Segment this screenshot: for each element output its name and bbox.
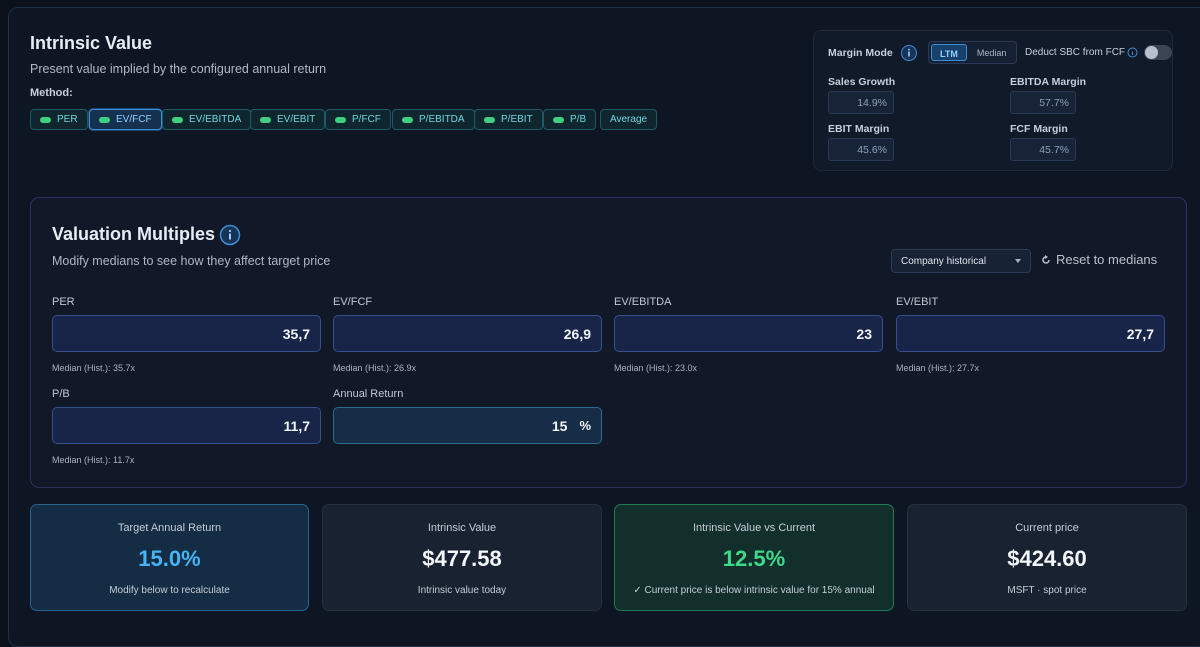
reset-icon [1042, 254, 1050, 264]
info-icon[interactable] [219, 224, 241, 246]
method-dot [484, 116, 495, 123]
method-button[interactable]: EV/EBIT [250, 109, 326, 130]
card-value: 15.0% [138, 546, 201, 571]
method-dot [99, 116, 110, 123]
field-input[interactable]: 27,7 [896, 315, 1165, 352]
card-note: Modify below to recalculate [109, 585, 230, 596]
multiples-title: Valuation Multiples [52, 224, 216, 244]
deduct-sbc-toggle[interactable] [1144, 45, 1172, 60]
metric-value[interactable]: 57.7% [1010, 91, 1076, 114]
metric-label: EBIT Margin [828, 123, 890, 135]
card-note: Intrinsic value today [417, 585, 507, 596]
method-dot [260, 116, 271, 123]
method-text: Average [610, 114, 648, 125]
field-label: EV/FCF [333, 296, 373, 308]
method-button[interactable]: P/EBIT [474, 109, 543, 130]
method-button[interactable]: EV/EBITDA [162, 109, 252, 130]
method-dot [335, 116, 346, 123]
method-text: P/EBIT [501, 114, 533, 125]
method-text: PER [57, 114, 78, 125]
reset-text: Reset to medians [1056, 252, 1158, 267]
info-icon[interactable] [1127, 47, 1138, 58]
field-median: Median (Hist.): 23.0x [614, 363, 698, 373]
mode-option[interactable]: LTM [931, 44, 967, 61]
method-dot [553, 116, 564, 123]
toggle-knob [1145, 46, 1158, 59]
method-dot [402, 116, 413, 123]
card-value: $477.58 [422, 546, 502, 571]
mode-toggle: LTM Median [928, 41, 1018, 64]
source-dropdown[interactable]: Company historical [891, 249, 1031, 273]
card-title: Target Annual Return [117, 522, 222, 534]
field-label: PER [52, 296, 75, 308]
method-dot [172, 116, 183, 123]
reset-button[interactable]: Reset to medians [1041, 252, 1157, 267]
margin-mode-label: Margin Mode [828, 47, 893, 59]
method-label: Method: [30, 87, 73, 99]
card-value: $424.60 [1007, 546, 1087, 571]
summary-card: Intrinsic Value $477.58 Intrinsic value to… [322, 504, 602, 611]
card-title: Intrinsic Value [427, 522, 497, 534]
method-text: P/FCF [352, 114, 381, 125]
method-text: P/EBITDA [419, 114, 465, 125]
method-text: EV/EBIT [277, 114, 316, 125]
method-button[interactable]: PER [30, 109, 88, 130]
field-unit: % [579, 418, 591, 433]
dropdown-caret [1015, 259, 1021, 263]
card-note: ✓ Current price is below intrinsic value… [633, 585, 875, 596]
method-text: EV/EBITDA [189, 114, 242, 125]
field-input[interactable]: 26,9 [333, 315, 602, 352]
method-button[interactable]: P/EBITDA [392, 109, 475, 130]
metric-label: EBITDA Margin [1010, 76, 1087, 88]
subtitle: Present value implied by the configured … [30, 62, 327, 76]
field-median: Median (Hist.): 11.7x [52, 455, 135, 465]
metric-value[interactable]: 45.7% [1010, 138, 1076, 161]
field-median: Median (Hist.): 26.9x [333, 363, 417, 373]
method-dot [40, 116, 51, 123]
field-value: 15 [551, 417, 568, 434]
title: Intrinsic Value [30, 33, 153, 53]
method-button[interactable]: P/FCF [325, 109, 391, 130]
annual-return-input[interactable]: 15% [333, 407, 602, 444]
field-label: EV/EBIT [896, 296, 939, 308]
field-median: Median (Hist.): 35.7x [52, 363, 136, 373]
metric-value[interactable]: 14.9% [828, 91, 894, 114]
method-text: P/B [570, 114, 587, 125]
card-title: Intrinsic Value vs Current [692, 522, 816, 534]
metric-value[interactable]: 45.6% [828, 138, 894, 161]
metric-label: FCF Margin [1010, 123, 1068, 135]
field-label: EV/EBITDA [614, 296, 672, 308]
summary-card: Target Annual Return 15.0% Modify below to… [30, 504, 309, 611]
field-median: Median (Hist.): 27.7x [896, 363, 980, 373]
multiples-subtitle: Modify medians to see how they affect ta… [52, 254, 331, 268]
card-note: MSFT · spot price [1007, 585, 1087, 596]
deduct-sbc-label: Deduct SBC from FCF [1025, 47, 1126, 58]
field-label: P/B [52, 388, 70, 400]
metric-label: Sales Growth [828, 76, 896, 88]
method-text: EV/FCF [116, 114, 152, 125]
field-input[interactable]: 23 [614, 315, 883, 352]
method-button[interactable]: Average [600, 109, 658, 130]
summary-card: Current price $424.60 MSFT · spot price [907, 504, 1187, 611]
source-text: Company historical [901, 256, 987, 267]
field-input[interactable]: 11,7 [52, 407, 321, 444]
summary-card: Intrinsic Value vs Current 12.5% ✓ Current… [614, 504, 894, 611]
info-icon[interactable] [900, 44, 918, 62]
page: Intrinsic Value Present value implied by… [8, 7, 1200, 647]
card-value: 12.5% [722, 546, 786, 571]
mode-option[interactable]: Median [976, 48, 1007, 58]
field-input[interactable]: 35,7 [52, 315, 321, 352]
method-button[interactable]: EV/FCF [89, 109, 162, 130]
card-title: Current price [1015, 522, 1079, 534]
method-button[interactable]: P/B [543, 109, 597, 130]
field-label: Annual Return [333, 388, 404, 400]
